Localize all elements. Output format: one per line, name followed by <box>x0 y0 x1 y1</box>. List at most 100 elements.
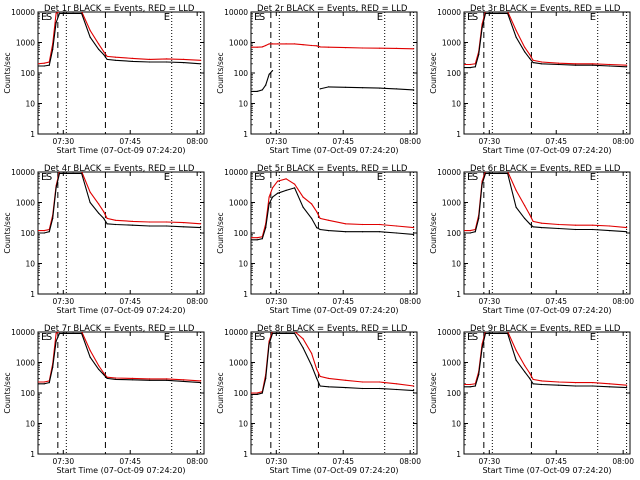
x-tick-label: 08:00 <box>186 137 208 146</box>
events-data-point <box>379 231 381 233</box>
events-data-point <box>490 332 492 334</box>
start-marker-label: S <box>46 12 52 23</box>
events-data-point <box>106 377 108 379</box>
lld-series-line <box>38 12 201 65</box>
y-tick-label: 1 <box>30 130 35 139</box>
events-data-point <box>529 223 531 225</box>
events-data-point <box>166 379 168 381</box>
detector-panel-9: Det 9r BLACK = Events, RED = LLD 1 10 100 10… <box>429 324 634 475</box>
events-data-point <box>524 51 526 53</box>
end-marker-label: E <box>164 12 170 23</box>
x-tick-label: 07:30 <box>478 457 500 466</box>
end-marker-label: E <box>41 332 47 343</box>
y-tick-label: 1 <box>243 450 248 459</box>
x-tick-label: 07:30 <box>265 297 287 306</box>
events-data-point <box>498 172 500 174</box>
detector-panel-2: Det 2r BLACK = Events, RED = LLD 1 10 100 10… <box>216 4 421 155</box>
lld-data-point <box>515 29 517 31</box>
lld-data-point <box>43 230 45 232</box>
x-tick-label: 07:45 <box>119 137 141 146</box>
panel-title: Det 1r BLACK = Events, RED = LLD <box>44 4 195 14</box>
events-data-point <box>265 227 267 229</box>
events-data-point <box>532 383 534 385</box>
events-data-point <box>481 183 483 185</box>
events-data-point <box>106 58 108 61</box>
plot-frame <box>463 11 631 135</box>
lld-data-point <box>115 219 117 221</box>
x-axis-label: Start Time (07-Oct-09 07:24:20) <box>269 146 398 155</box>
y-tick-label: 100 <box>447 229 462 238</box>
y-tick-label: 1000 <box>16 39 35 48</box>
lld-data-point <box>524 364 526 367</box>
lld-data-point <box>55 12 57 14</box>
events-data-point <box>294 187 296 189</box>
lld-data-point <box>532 220 534 222</box>
lld-data-point <box>302 44 304 46</box>
lld-data-point <box>316 45 318 47</box>
x-tick-label: 07:45 <box>332 137 354 146</box>
detector-panel-1: Det 1r BLACK = Events, RED = LLD 1 10 100 10… <box>3 4 208 155</box>
lld-data-point <box>541 380 543 382</box>
lld-data-point <box>183 58 185 61</box>
y-tick-label: 10 <box>25 420 35 429</box>
events-data-point <box>575 228 577 231</box>
lld-data-point <box>328 46 330 48</box>
detector-panel-4: Det 4r BLACK = Events, RED = LLD 1 10 100 10… <box>3 164 208 315</box>
lld-data-point <box>345 223 347 225</box>
lld-data-point <box>132 377 134 379</box>
lld-data-point <box>379 47 381 49</box>
events-data-point <box>103 374 105 376</box>
y-tick-label: 1000 <box>229 199 248 208</box>
events-data-point <box>362 387 364 390</box>
events-series-line <box>464 332 627 389</box>
events-data-point <box>64 332 66 334</box>
lld-data-point <box>541 222 543 224</box>
events-data-point <box>345 231 347 233</box>
y-tick-label: 10000 <box>11 328 35 337</box>
y-tick-label: 100 <box>21 389 36 398</box>
detector-panel-8: Det 8r BLACK = Events, RED = LLD 1 10 100 10… <box>216 324 421 475</box>
events-data-point <box>592 228 594 231</box>
events-data-point <box>261 238 263 240</box>
events-data-point <box>115 59 117 61</box>
y-tick-label: 10 <box>451 420 461 429</box>
events-data-point <box>55 22 57 24</box>
events-data-point <box>277 332 279 334</box>
end-marker-label: E <box>254 332 260 343</box>
y-axis-label: Counts/sec <box>3 212 12 253</box>
y-tick-label: 1 <box>456 450 461 459</box>
events-data-point <box>316 227 318 229</box>
lld-data-point <box>106 55 108 58</box>
lld-series-line <box>464 172 627 232</box>
lld-data-point <box>268 43 270 45</box>
events-data-point <box>183 226 185 228</box>
lld-series-line <box>251 43 414 50</box>
events-data-point <box>478 374 480 376</box>
lld-data-point <box>106 217 108 219</box>
events-data-point <box>166 225 168 227</box>
lld-data-point <box>89 191 91 193</box>
events-data-point <box>277 192 279 194</box>
lld-data-point <box>166 221 168 223</box>
panel-title: Det 5r BLACK = Events, RED = LLD <box>257 164 408 174</box>
y-tick-label: 10 <box>451 100 461 109</box>
events-data-point <box>132 224 134 226</box>
end-marker-label: E <box>41 12 47 23</box>
end-marker-label: E <box>254 172 260 183</box>
lld-data-point <box>302 338 304 340</box>
lld-data-point <box>626 227 628 229</box>
end-marker-label: E <box>377 12 383 23</box>
lld-data-point <box>328 377 330 379</box>
events-data-point <box>328 386 330 388</box>
lld-data-point <box>316 368 318 370</box>
lld-data-point <box>200 223 202 225</box>
events-data-point <box>609 230 611 232</box>
y-tick-label: 100 <box>447 69 462 78</box>
y-tick-label: 100 <box>234 229 249 238</box>
lld-data-point <box>256 392 258 394</box>
x-tick-label: 08:00 <box>399 457 421 466</box>
y-axis-label: Counts/sec <box>429 52 438 93</box>
lld-data-point <box>294 183 296 185</box>
events-data-point <box>55 340 57 342</box>
